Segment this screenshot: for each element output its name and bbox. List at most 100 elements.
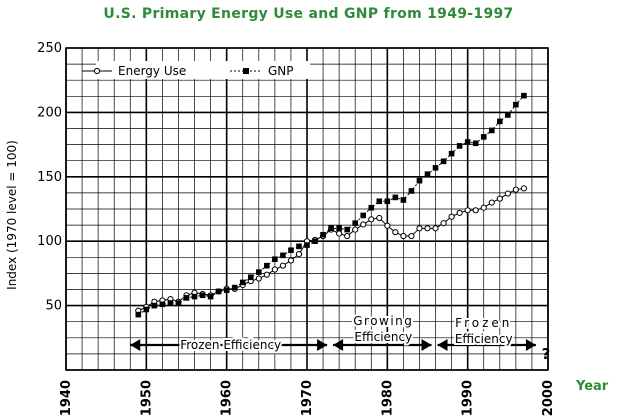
legend: Energy Use GNP — [82, 61, 310, 79]
energy-use-point — [432, 225, 439, 232]
energy-use-point — [448, 213, 455, 220]
y-tick-label: 150 — [37, 170, 62, 185]
x-tick-label: 2000 — [541, 380, 556, 416]
growing-efficiency-arrow-left-head — [333, 339, 344, 351]
energy-use-point — [376, 214, 383, 222]
chart-title: U.S. Primary Energy Use and GNP from 194… — [103, 6, 514, 22]
frozen-efficiency-arrow-2-left-head — [437, 339, 448, 351]
gnp-point — [352, 220, 358, 226]
gnp-point — [304, 242, 310, 248]
gnp-point — [272, 256, 278, 263]
energy-use-point — [440, 220, 447, 227]
gnp-point — [256, 269, 262, 275]
gnp-point — [167, 300, 174, 306]
gnp-point — [320, 231, 326, 238]
gnp-point — [472, 140, 479, 147]
gnp-point — [175, 300, 182, 306]
gnp-point — [400, 197, 407, 203]
energy-use-point — [287, 257, 295, 264]
gnp-point — [440, 158, 447, 165]
x-tick-label: 1980 — [380, 380, 395, 416]
gnp-point — [151, 302, 158, 309]
y-tick-label: 50 — [45, 299, 62, 314]
energy-use-point — [384, 222, 391, 229]
energy-use-point — [408, 232, 415, 240]
x-tick-label: 1970 — [300, 380, 315, 416]
gnp-point — [296, 243, 302, 250]
energy-use-point — [344, 232, 351, 240]
gnp-point — [368, 204, 375, 211]
series-group — [135, 92, 528, 318]
gnp-point — [199, 292, 206, 299]
energy-use-point — [520, 185, 528, 192]
gnp-point — [497, 118, 503, 125]
y-tick-label: 200 — [37, 105, 62, 120]
gnp-point — [360, 212, 367, 219]
legend-gnp-label: GNP — [268, 64, 294, 78]
gnp-point — [392, 194, 399, 201]
x-tick-label: 1990 — [461, 380, 476, 416]
growing-efficiency-label-line1: Growing — [353, 314, 413, 328]
x-tick-label: 1940 — [59, 380, 74, 416]
gnp-point — [488, 127, 495, 134]
energy-use-point — [472, 207, 479, 214]
gnp-point — [280, 252, 286, 259]
gnp-point — [408, 188, 415, 194]
gnp-point — [464, 139, 471, 145]
gnp-point — [336, 225, 342, 232]
energy-use-point — [263, 271, 270, 278]
energy-use-point — [360, 221, 367, 228]
energy-use-point — [480, 204, 487, 211]
gnp-point — [456, 143, 463, 149]
frozen-efficiency-label-2-line1: Frozen — [455, 316, 512, 330]
legend-gnp-marker — [243, 68, 249, 74]
plot-frame — [65, 47, 549, 371]
energy-use-point — [368, 216, 375, 223]
energy-use-point — [464, 207, 471, 214]
energy-use-point — [496, 195, 503, 202]
energy-use-point — [271, 266, 278, 273]
energy-use-point — [255, 275, 262, 282]
gnp-point — [344, 226, 350, 233]
energy-use-point — [504, 190, 511, 197]
frozen-efficiency-label-2-line2: Efficiency — [455, 332, 513, 346]
x-axis: 1940 1950 1960 1970 1980 1990 2000 — [59, 380, 556, 416]
energy-use-point — [416, 225, 423, 232]
gnp-point — [424, 171, 431, 178]
energy-use-point — [392, 229, 399, 236]
gnp-point — [416, 177, 423, 184]
legend-energy-label: Energy Use — [118, 64, 186, 78]
y-tick-label: 250 — [37, 41, 62, 56]
grid — [65, 47, 549, 371]
gnp-point — [264, 262, 270, 269]
gnp-point — [312, 238, 318, 244]
x-axis-title: Year — [575, 379, 609, 394]
y-axis-title: Index (1970 level = 100) — [5, 140, 19, 290]
gnp-point — [207, 293, 214, 300]
energy-use-point — [336, 230, 343, 237]
gnp-point — [247, 274, 254, 281]
legend-energy-marker — [93, 67, 101, 75]
gnp-point — [215, 288, 222, 295]
gnp-point — [191, 293, 198, 300]
x-tick-label: 1960 — [220, 380, 235, 416]
energy-use-point — [488, 199, 495, 206]
gnp-point — [231, 284, 238, 291]
frozen-efficiency-arrow-1-left-head — [130, 339, 141, 351]
y-tick-label: 100 — [37, 234, 62, 249]
frozen-efficiency-label-1: Frozen Efficiency — [180, 338, 281, 352]
gnp-point — [432, 164, 439, 171]
x-tick-label: 1950 — [139, 380, 154, 416]
y-axis: 50 100 150 200 250 — [37, 41, 62, 314]
gnp-point — [239, 279, 246, 286]
gnp-point — [513, 101, 519, 108]
legend-box — [96, 61, 310, 79]
gnp-point — [448, 150, 455, 157]
energy-use-point — [279, 262, 286, 269]
gnp-point — [376, 198, 383, 205]
gnp-point — [505, 112, 511, 118]
gnp-point — [521, 92, 527, 99]
gnp-point — [288, 247, 294, 254]
gnp-point — [183, 295, 190, 301]
